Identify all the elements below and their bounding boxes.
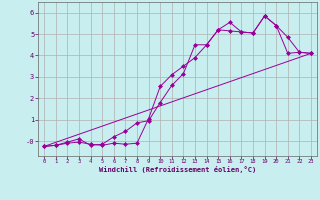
X-axis label: Windchill (Refroidissement éolien,°C): Windchill (Refroidissement éolien,°C) (99, 166, 256, 173)
